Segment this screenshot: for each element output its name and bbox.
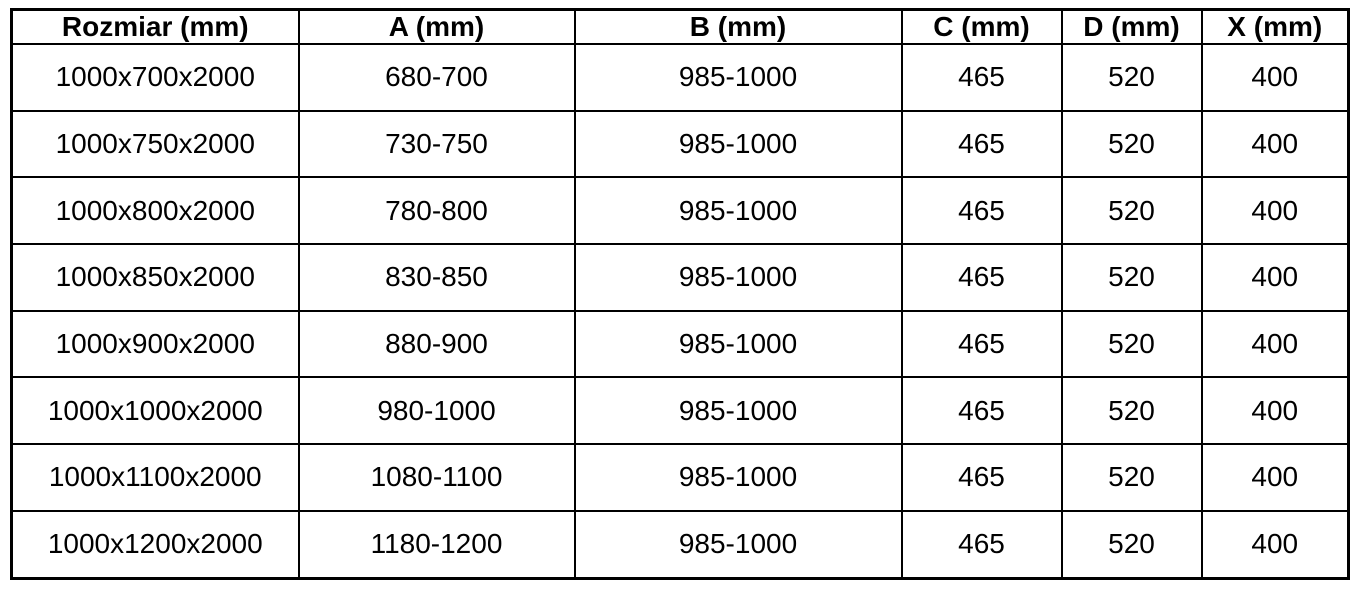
table-row-5: 1000x1000x2000 980-1000 985-1000 465 520 400 [10, 376, 1350, 446]
table-cell-r2-c5: 400 [1200, 176, 1350, 246]
table-cell-r4-c3: 465 [900, 309, 1063, 379]
table-cell-r1-c3: 465 [900, 109, 1063, 179]
table-cell-r1-c2: 985-1000 [573, 109, 903, 179]
table-cell-r5-c3: 465 [900, 376, 1063, 446]
table-cell-r5-c5: 400 [1200, 376, 1350, 446]
table-cell-r2-c0: 1000x800x2000 [10, 176, 300, 246]
header-cell-2: B (mm) [573, 8, 903, 45]
table-cell-r0-c2: 985-1000 [573, 43, 903, 112]
table-cell-r2-c4: 520 [1060, 176, 1203, 246]
table-cell-r4-c1: 880-900 [297, 309, 576, 379]
table-cell-r4-c4: 520 [1060, 309, 1203, 379]
table-cell-r2-c2: 985-1000 [573, 176, 903, 246]
table-cell-r7-c4: 520 [1060, 509, 1203, 580]
table-cell-r3-c1: 830-850 [297, 243, 576, 312]
header-cell-4: D (mm) [1060, 8, 1203, 45]
table-cell-r3-c2: 985-1000 [573, 243, 903, 312]
header-cell-3: C (mm) [900, 8, 1063, 45]
table-cell-r4-c0: 1000x900x2000 [10, 309, 300, 379]
table-cell-r0-c1: 680-700 [297, 43, 576, 112]
table-cell-r5-c2: 985-1000 [573, 376, 903, 446]
table-cell-r1-c0: 1000x750x2000 [10, 109, 300, 179]
table-row-1: 1000x750x2000 730-750 985-1000 465 520 400 [10, 109, 1350, 179]
header-cell-5: X (mm) [1200, 8, 1350, 45]
table-cell-r3-c5: 400 [1200, 243, 1350, 312]
header-cell-0: Rozmiar (mm) [10, 8, 300, 45]
table-row-7: 1000x1200x2000 1180-1200 985-1000 465 520 400 [10, 509, 1350, 580]
table-row-3: 1000x850x2000 830-850 985-1000 465 520 400 [10, 243, 1350, 312]
table-cell-r7-c0: 1000x1200x2000 [10, 509, 300, 580]
table-cell-r2-c3: 465 [900, 176, 1063, 246]
table-cell-r7-c2: 985-1000 [573, 509, 903, 580]
table-header: Rozmiar (mm) A (mm) B (mm) C (mm) D (mm) X (m… [10, 8, 1350, 45]
table-cell-r1-c4: 520 [1060, 109, 1203, 179]
table-cell-r3-c3: 465 [900, 243, 1063, 312]
table-cell-r2-c1: 780-800 [297, 176, 576, 246]
table-cell-r5-c4: 520 [1060, 376, 1203, 446]
table-cell-r6-c0: 1000x1100x2000 [10, 443, 300, 512]
table-cell-r7-c1: 1180-1200 [297, 509, 576, 580]
table-cell-r4-c5: 400 [1200, 309, 1350, 379]
table-cell-r6-c4: 520 [1060, 443, 1203, 512]
header-cell-1: A (mm) [297, 8, 576, 45]
table-cell-r1-c5: 400 [1200, 109, 1350, 179]
table-cell-r6-c3: 465 [900, 443, 1063, 512]
table-cell-r4-c2: 985-1000 [573, 309, 903, 379]
table-cell-r3-c4: 520 [1060, 243, 1203, 312]
table-cell-r0-c5: 400 [1200, 43, 1350, 112]
table-cell-r0-c4: 520 [1060, 43, 1203, 112]
table-cell-r5-c1: 980-1000 [297, 376, 576, 446]
header-row: Rozmiar (mm) A (mm) B (mm) C (mm) D (mm) X (m… [10, 8, 1350, 45]
table-cell-r1-c1: 730-750 [297, 109, 576, 179]
table-row-4: 1000x900x2000 880-900 985-1000 465 520 400 [10, 309, 1350, 379]
table-cell-r7-c5: 400 [1200, 509, 1350, 580]
table-cell-r5-c0: 1000x1000x2000 [10, 376, 300, 446]
table-cell-r0-c3: 465 [900, 43, 1063, 112]
table-body: 1000x700x2000 680-700 985-1000 465 520 400 100… [10, 43, 1350, 580]
table-row-2: 1000x800x2000 780-800 985-1000 465 520 400 [10, 176, 1350, 246]
table-cell-r6-c5: 400 [1200, 443, 1350, 512]
table-cell-r3-c0: 1000x850x2000 [10, 243, 300, 312]
table-cell-r0-c0: 1000x700x2000 [10, 43, 300, 112]
size-spec-table: Rozmiar (mm) A (mm) B (mm) C (mm) D (mm) X (m… [10, 8, 1350, 580]
table-cell-r6-c2: 985-1000 [573, 443, 903, 512]
table-cell-r6-c1: 1080-1100 [297, 443, 576, 512]
table-cell-r7-c3: 465 [900, 509, 1063, 580]
table-row-6: 1000x1100x2000 1080-1100 985-1000 465 520 400 [10, 443, 1350, 512]
table-row-0: 1000x700x2000 680-700 985-1000 465 520 400 [10, 43, 1350, 112]
